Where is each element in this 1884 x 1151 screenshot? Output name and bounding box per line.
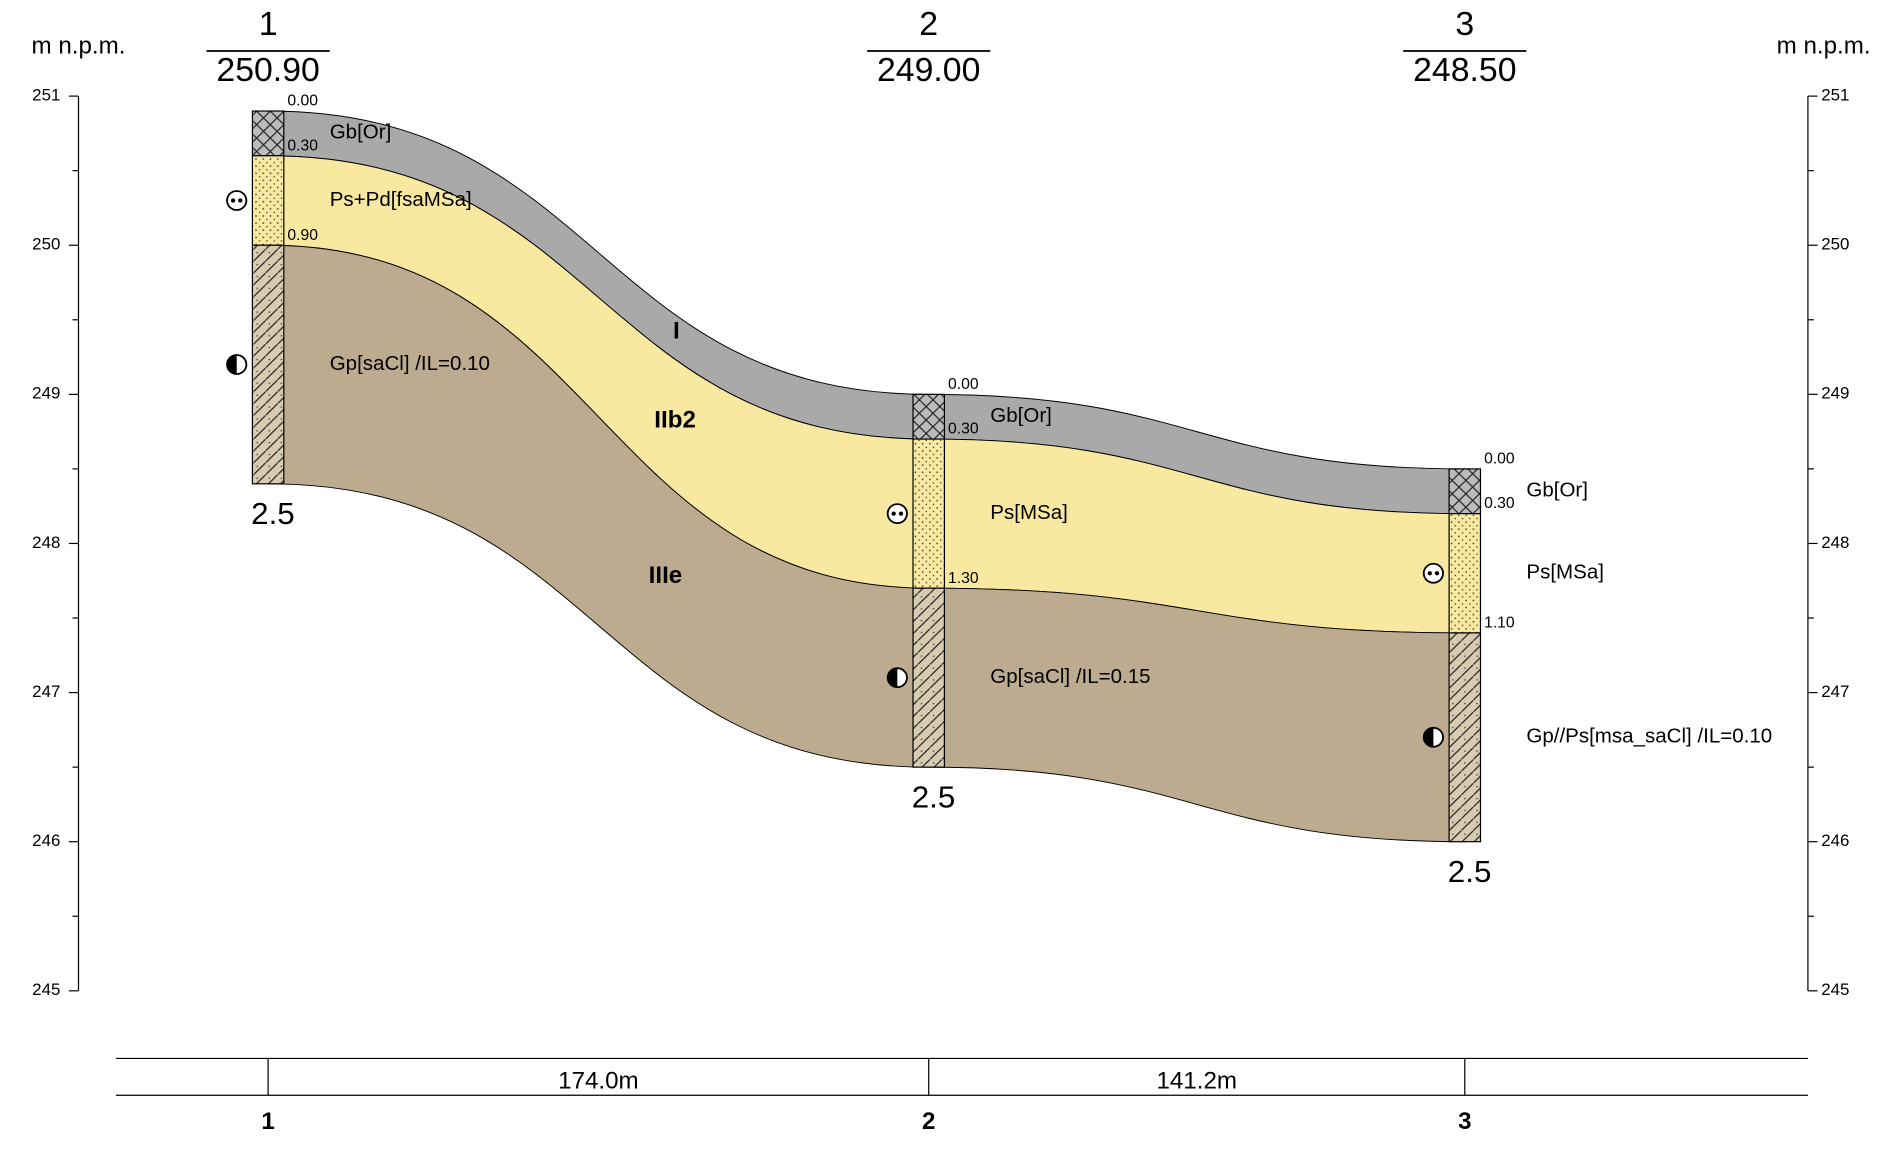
borehole-segment (252, 156, 283, 245)
sand-symbol (1424, 564, 1443, 583)
borehole-segment (913, 588, 944, 767)
distance-label: 141.2m (1156, 1068, 1237, 1095)
sand-symbol (892, 512, 896, 516)
sand-symbol (888, 504, 907, 523)
borehole-segment (252, 111, 283, 156)
soil-label: Ps[MSa] (990, 502, 1068, 524)
sand-symbol (238, 198, 242, 202)
sand-symbol (231, 198, 235, 202)
soil-label: Gb[Or] (990, 405, 1052, 427)
tick-label: 247 (1821, 682, 1849, 701)
layer-name: IIb2 (654, 407, 696, 434)
borehole-id-bottom: 3 (1458, 1108, 1471, 1135)
tick-label: 246 (1821, 831, 1849, 850)
depth-label: 1.10 (1484, 615, 1515, 632)
depth-label: 0.00 (1484, 451, 1515, 468)
sand-symbol (227, 191, 246, 210)
borehole-segment (913, 394, 944, 439)
tick-label: 246 (32, 831, 60, 850)
borehole-segment (1449, 469, 1480, 514)
borehole-segment (1449, 633, 1480, 842)
tick-label: 245 (1821, 980, 1849, 999)
borehole-id: 2 (919, 6, 938, 43)
depth-label: 0.30 (287, 137, 318, 154)
sand-symbol (1435, 571, 1439, 575)
tick-label: 248 (32, 533, 60, 552)
borehole-depth: 2.5 (912, 780, 956, 815)
borehole-id-bottom: 1 (261, 1108, 274, 1135)
cross-section: m n.p.m. m n.p.m. 1 250.90 2.5 1 0.00 Gb[Or] 0… (0, 0, 1884, 1151)
tick-label: 248 (1821, 533, 1849, 552)
axis-label: m n.p.m. (32, 33, 126, 60)
tick-label: 250 (32, 235, 60, 254)
borehole-elevation: 248.50 (1413, 52, 1516, 89)
borehole-segment (913, 439, 944, 588)
borehole-elevation: 249.00 (877, 52, 980, 89)
borehole-id-bottom: 2 (922, 1108, 935, 1135)
soil-label: Ps[MSa] (1526, 562, 1604, 584)
sand-symbol (899, 512, 903, 516)
tick-label: 249 (32, 384, 60, 403)
tick-label: 251 (32, 86, 60, 105)
tick-label: 250 (1821, 235, 1849, 254)
layer-name: IIIe (649, 562, 683, 589)
depth-label: 0.00 (287, 93, 318, 110)
borehole-segment (252, 245, 283, 484)
soil-label: Ps+Pd[fsaMSa] (330, 189, 472, 211)
depth-label: 0.30 (948, 421, 979, 438)
borehole-id: 3 (1455, 6, 1474, 43)
tick-label: 251 (1821, 86, 1849, 105)
depth-label: 0.30 (1484, 495, 1515, 512)
borehole-elevation: 250.90 (216, 52, 319, 89)
soil-label: Gp[saCl] /IL=0.10 (330, 353, 490, 375)
sand-symbol (1428, 571, 1432, 575)
borehole-id: 1 (259, 6, 278, 43)
page: {"axis":{"label_left":"m n.p.m.","label_… (0, 0, 1884, 1151)
borehole-depth: 2.5 (1448, 854, 1492, 889)
axis-label: m n.p.m. (1777, 33, 1871, 60)
depth-label: 0.90 (287, 227, 318, 244)
tick-label: 245 (32, 980, 60, 999)
distance-label: 174.0m (558, 1068, 639, 1095)
layer-name: I (673, 318, 680, 345)
soil-label: Gp[saCl] /IL=0.15 (990, 666, 1150, 688)
depth-label: 0.00 (948, 376, 979, 393)
tick-label: 249 (1821, 384, 1849, 403)
borehole-segment (1449, 514, 1480, 633)
depth-label: 1.30 (948, 570, 979, 587)
soil-label: Gb[Or] (1526, 480, 1588, 502)
soil-label: Gb[Or] (330, 122, 392, 144)
borehole-depth: 2.5 (251, 496, 295, 531)
soil-label: Gp//Ps[msa_saCl] /IL=0.10 (1526, 726, 1772, 748)
tick-label: 247 (32, 682, 60, 701)
clay-symbol (227, 355, 237, 374)
